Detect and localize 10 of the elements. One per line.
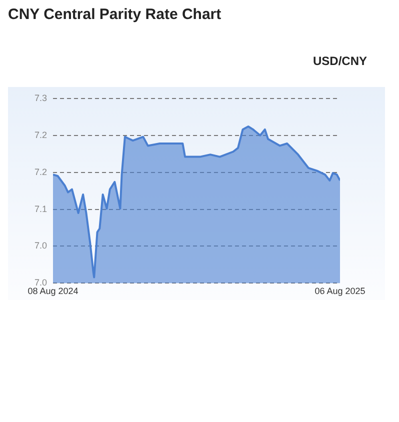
y-tick-label: 7.2 bbox=[34, 130, 47, 140]
y-tick-label: 7.0 bbox=[34, 240, 47, 251]
y-tick-label: 7.1 bbox=[34, 204, 47, 214]
chart-subtitle: USD/CNY bbox=[312, 54, 367, 68]
x-tick-label: 06 Aug 2025 bbox=[314, 286, 366, 296]
y-tick-label: 7.0 bbox=[34, 278, 47, 288]
y-tick-label: 7.3 bbox=[34, 92, 47, 103]
y-tick-label: 7.2 bbox=[34, 166, 47, 177]
x-tick-label: 08 Aug 2024 bbox=[28, 286, 78, 296]
chart-title: CNY Central Parity Rate Chart bbox=[8, 6, 222, 23]
